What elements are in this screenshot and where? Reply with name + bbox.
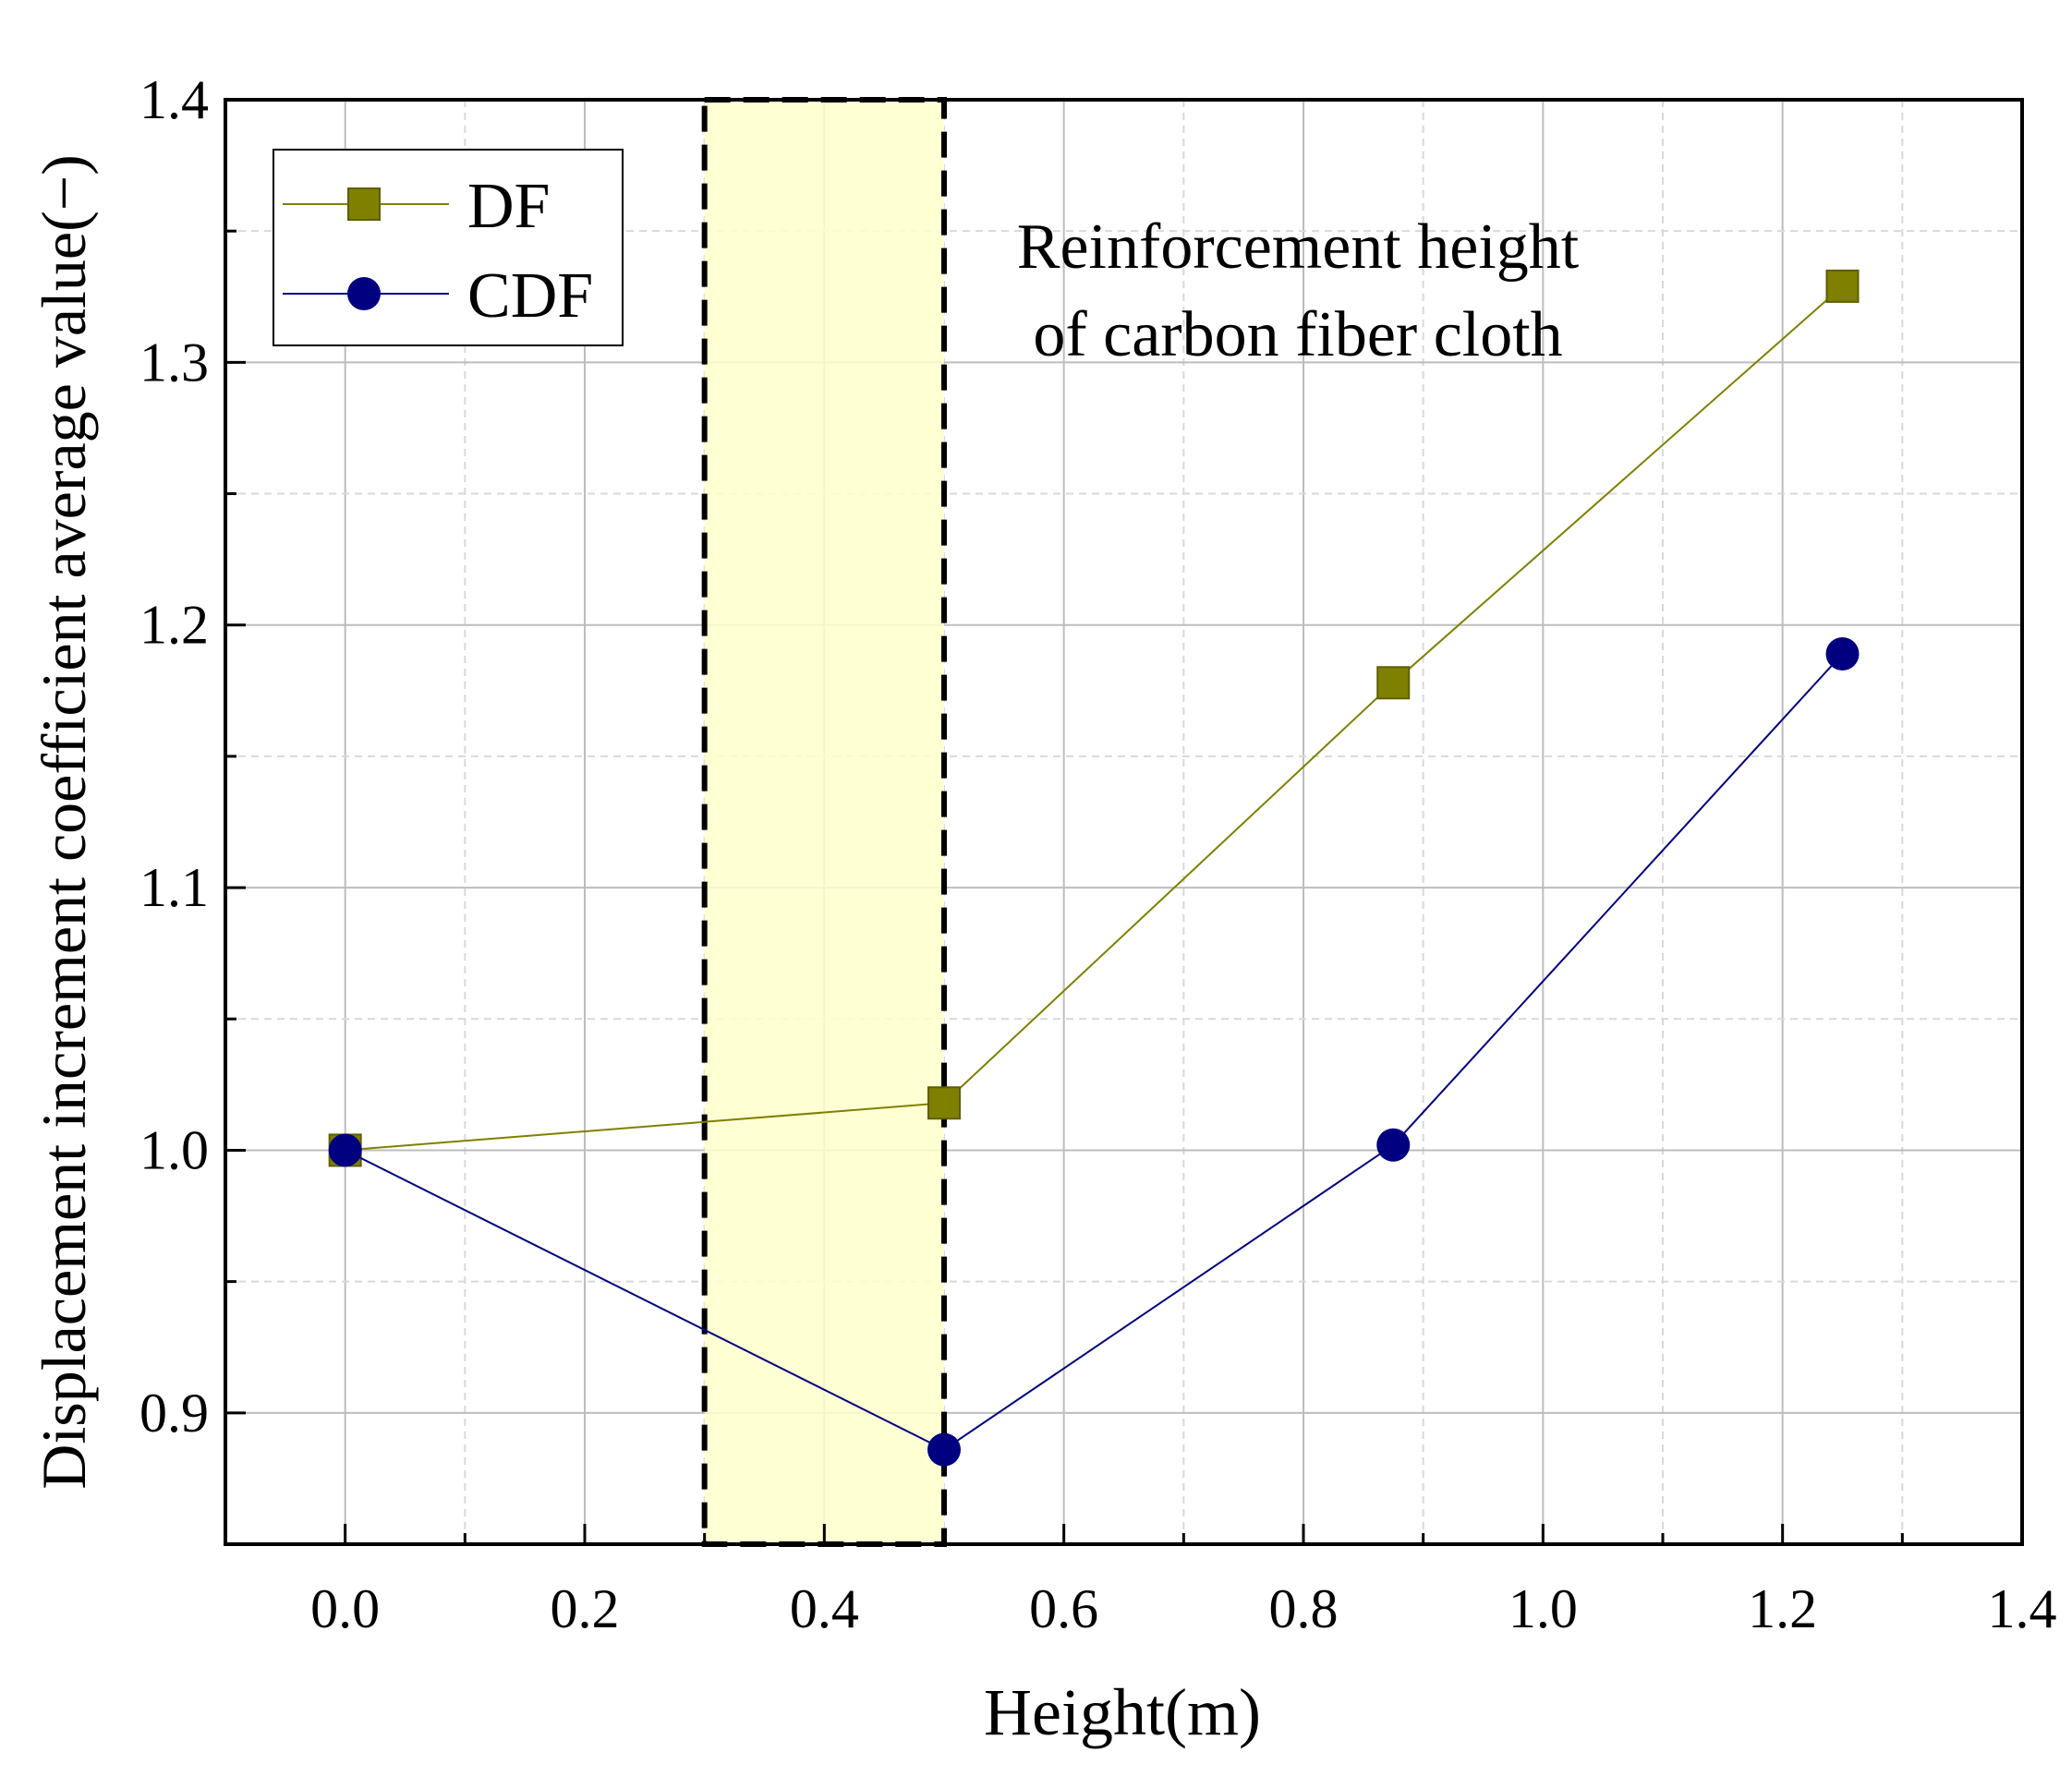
x-tick-label: 0.0: [310, 1578, 380, 1639]
y-tick-label: 1.4: [139, 69, 209, 130]
series-line-df: [345, 285, 1844, 1152]
legend-marker-df: [347, 187, 381, 221]
legend: DF CDF: [273, 149, 624, 346]
x-tick-label: 1.2: [1748, 1578, 1817, 1639]
annotation-line-2: of carbon fiber cloth: [1033, 299, 1562, 370]
y-tick-label: 1.3: [139, 332, 209, 393]
y-axis-label: Displacement increment coefficient avera…: [29, 154, 99, 1489]
y-tick-label: 1.2: [139, 595, 209, 656]
reinforcement-region: [701, 97, 948, 1547]
point-df: [1376, 666, 1411, 700]
point-cdf: [328, 1133, 362, 1167]
series-line-cdf: [345, 653, 1844, 1451]
point-cdf: [1825, 637, 1860, 671]
series-layer: [328, 269, 1860, 1467]
x-axis-label: Height(m): [984, 1675, 1261, 1749]
y-tick-label: 1.1: [139, 857, 209, 918]
legend-marker-cdf: [347, 277, 381, 310]
legend-label-df: DF: [467, 171, 550, 242]
x-tick-label: 0.4: [790, 1578, 859, 1639]
point-df: [927, 1086, 961, 1120]
point-df: [1825, 269, 1860, 303]
point-cdf: [927, 1432, 961, 1467]
legend-box: [273, 149, 624, 346]
y-tick-label: 0.9: [139, 1383, 209, 1444]
x-tick-label: 0.8: [1269, 1578, 1339, 1639]
x-tick-label: 0.6: [1029, 1578, 1098, 1639]
y-tick-label: 1.0: [139, 1119, 209, 1180]
x-tick-label: 0.2: [551, 1578, 620, 1639]
plot-frame: [224, 98, 2024, 1546]
x-tick-label: 1.0: [1509, 1578, 1578, 1639]
ticks: 0.0 0.2 0.4 0.6 0.8 1.0 1.2 1.4 0.9 1.0 1.1 1.2 1.3 1…: [139, 69, 2057, 1639]
legend-label-cdf: CDF: [467, 260, 593, 332]
annotation-line-1: Reinforcement height: [1017, 211, 1580, 283]
point-cdf: [1376, 1128, 1411, 1162]
x-tick-label: 1.4: [1988, 1578, 2057, 1639]
